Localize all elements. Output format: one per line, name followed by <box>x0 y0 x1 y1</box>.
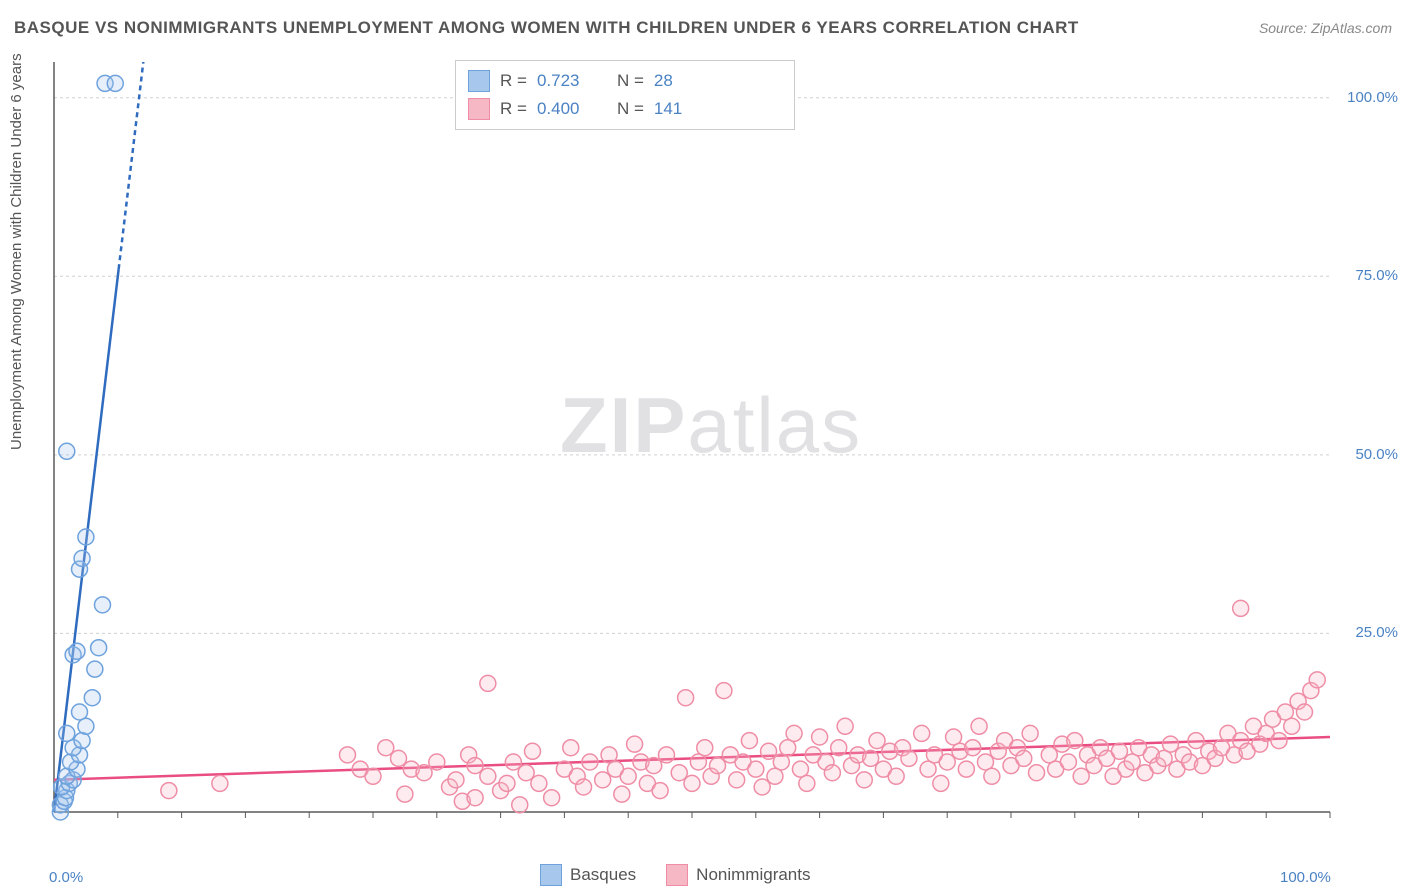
legend-label-basques: Basques <box>570 865 636 885</box>
r-value-nonimmigrants: 0.400 <box>537 95 607 123</box>
r-label: R = <box>500 67 527 95</box>
n-value-basques: 28 <box>654 67 673 95</box>
chart-svg <box>50 62 1390 842</box>
n-label: N = <box>617 95 644 123</box>
stats-legend: R = 0.723 N = 28 R = 0.400 N = 141 <box>455 60 795 130</box>
swatch-basques <box>540 864 562 886</box>
y-axis-label: Unemployment Among Women with Children U… <box>8 53 25 450</box>
source-label: Source: ZipAtlas.com <box>1259 20 1392 36</box>
bottom-legend: Basques Nonimmigrants <box>540 864 810 886</box>
x-tick-label: 0.0% <box>49 869 83 886</box>
legend-label-nonimmigrants: Nonimmigrants <box>696 865 810 885</box>
swatch-nonimmigrants <box>468 98 490 120</box>
y-tick-label: 100.0% <box>1347 89 1398 106</box>
chart-plot-area <box>50 62 1390 842</box>
stats-row-nonimmigrants: R = 0.400 N = 141 <box>468 95 782 123</box>
y-tick-label: 50.0% <box>1355 446 1398 463</box>
chart-title: BASQUE VS NONIMMIGRANTS UNEMPLOYMENT AMO… <box>14 18 1079 38</box>
swatch-nonimmigrants <box>666 864 688 886</box>
r-label: R = <box>500 95 527 123</box>
legend-item-nonimmigrants: Nonimmigrants <box>666 864 810 886</box>
n-label: N = <box>617 67 644 95</box>
y-tick-label: 25.0% <box>1355 624 1398 641</box>
r-value-basques: 0.723 <box>537 67 607 95</box>
legend-item-basques: Basques <box>540 864 636 886</box>
swatch-basques <box>468 70 490 92</box>
y-tick-label: 75.0% <box>1355 267 1398 284</box>
n-value-nonimmigrants: 141 <box>654 95 682 123</box>
x-tick-label: 100.0% <box>1280 869 1331 886</box>
stats-row-basques: R = 0.723 N = 28 <box>468 67 782 95</box>
